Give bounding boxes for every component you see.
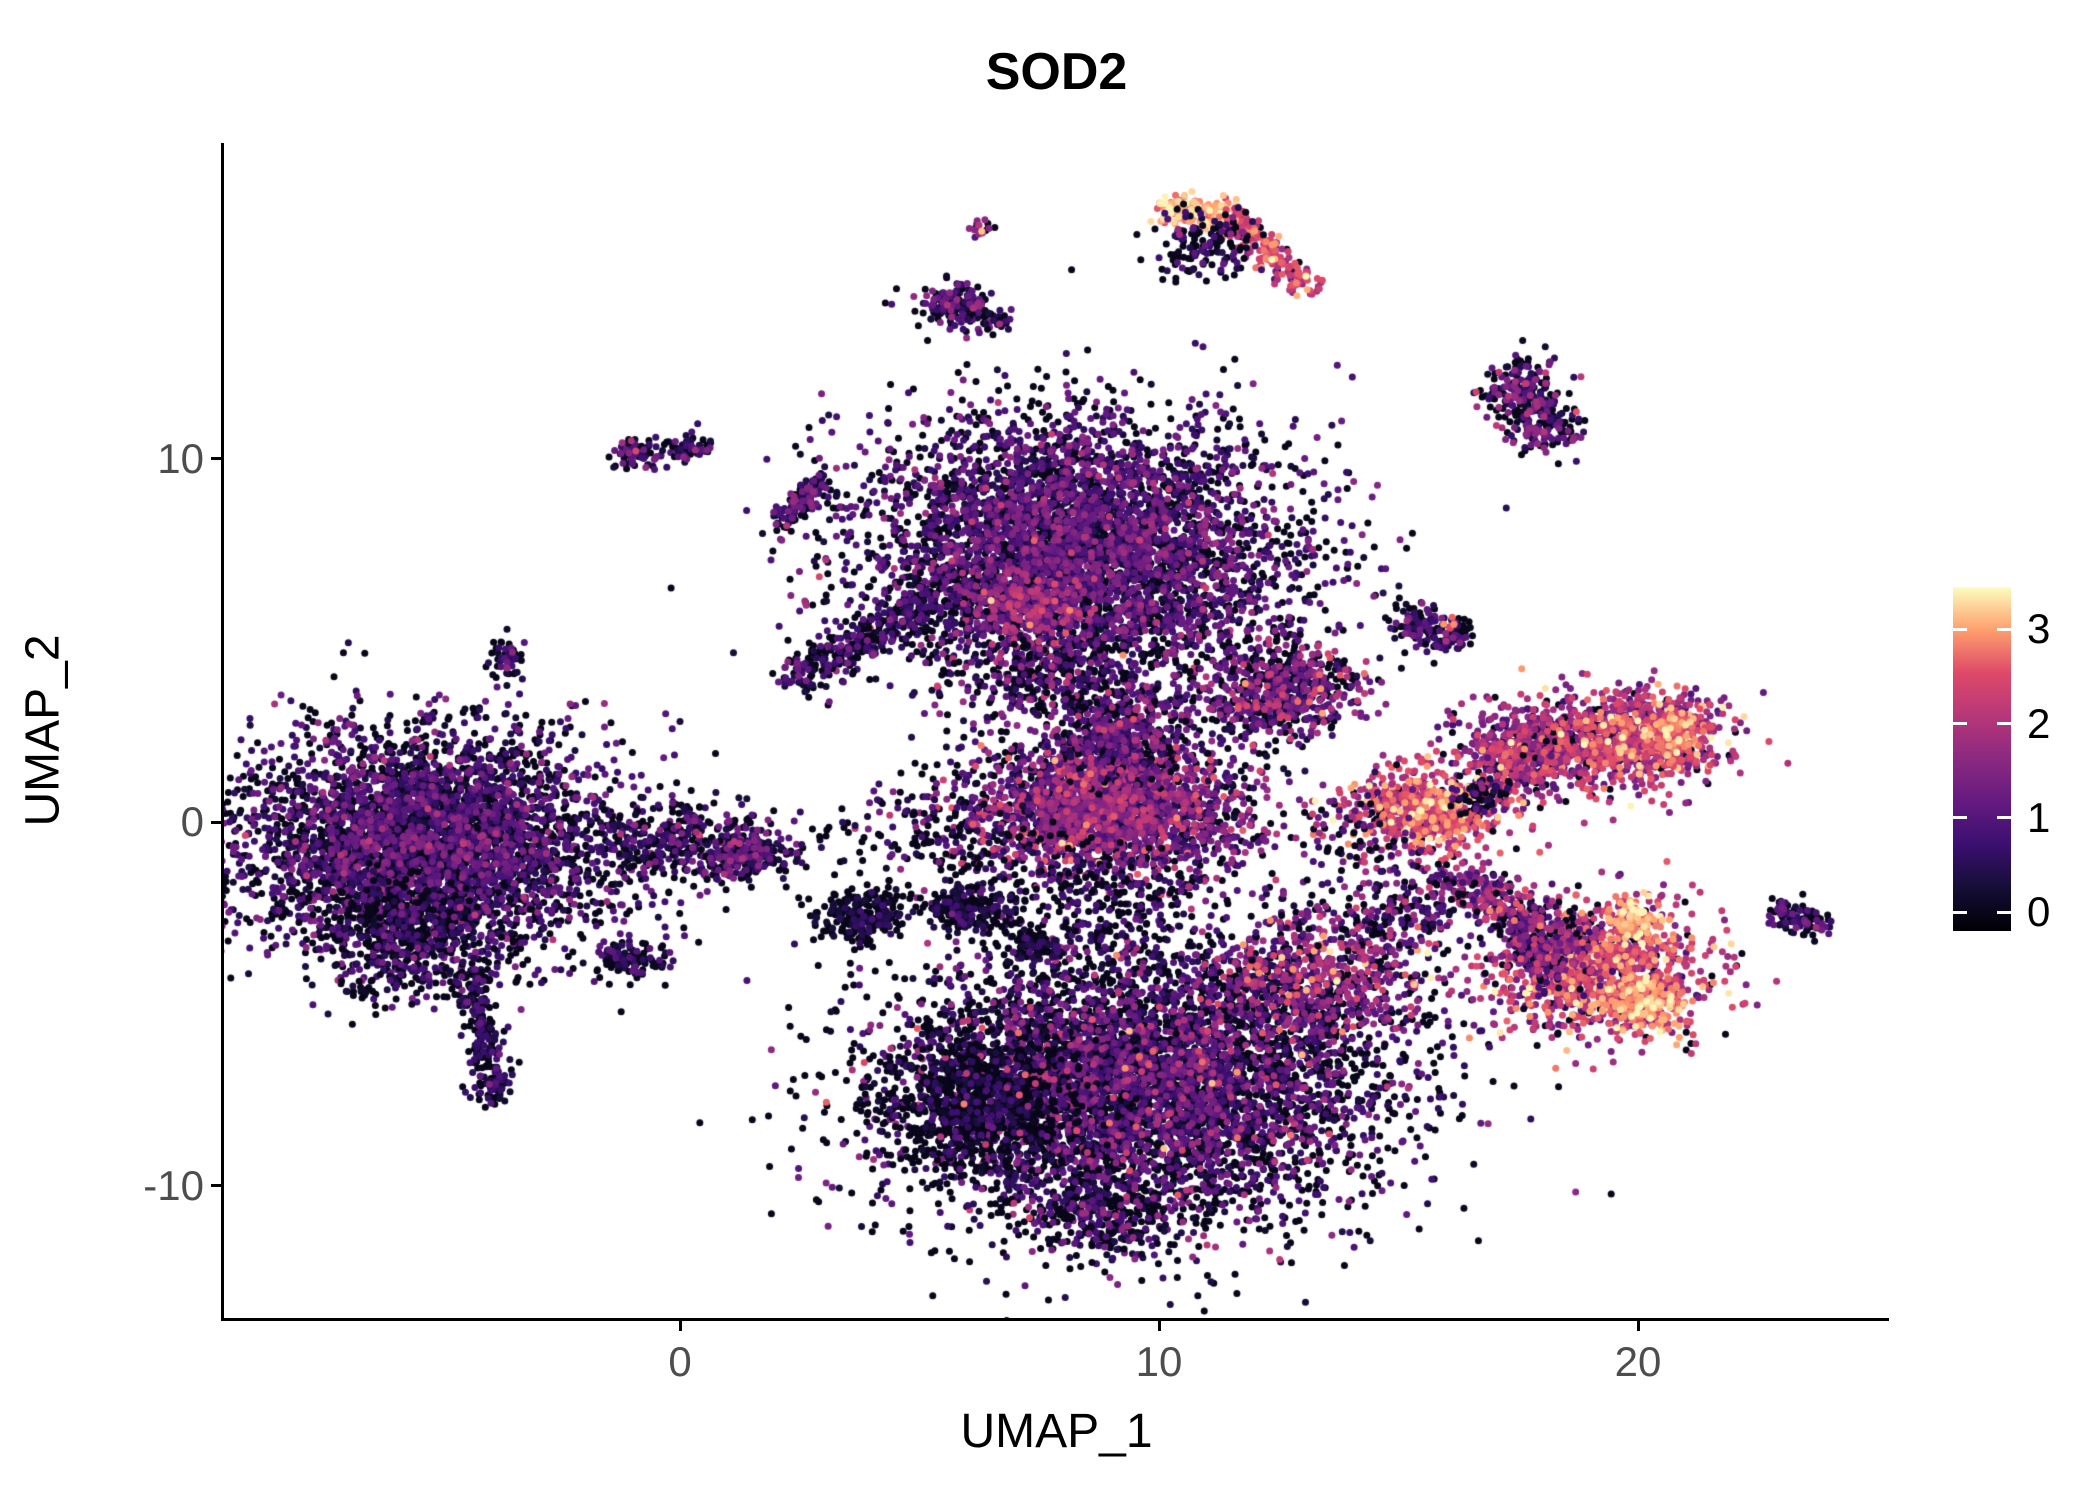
colorbar-tick-mark bbox=[1953, 627, 1967, 631]
colorbar-tick-mark bbox=[1997, 910, 2011, 914]
x-axis-line bbox=[221, 1318, 1889, 1321]
y-tick-label: 10 bbox=[157, 434, 204, 482]
y-axis-title-text: UMAP_2 bbox=[16, 634, 70, 827]
colorbar-tick-label: 1 bbox=[2027, 793, 2051, 841]
y-tick-mark bbox=[211, 457, 221, 461]
scatter-canvas bbox=[224, 143, 1889, 1318]
x-axis-title: UMAP_1 bbox=[960, 1405, 1153, 1458]
plot-area bbox=[224, 143, 1889, 1318]
y-tick-label: 0 bbox=[180, 798, 204, 846]
x-tick-label: 20 bbox=[1614, 1338, 1662, 1385]
colorbar-tick-mark bbox=[1997, 722, 2011, 726]
x-tick-mark bbox=[1636, 1321, 1640, 1331]
x-tick-mark bbox=[678, 1321, 682, 1331]
colorbar-tick-mark bbox=[1953, 816, 1967, 820]
y-tick-mark bbox=[211, 820, 221, 824]
x-tick-label: 0 bbox=[668, 1338, 692, 1385]
y-tick-mark bbox=[211, 1184, 221, 1188]
colorbar-tick-label: 2 bbox=[2027, 699, 2051, 747]
colorbar-tick-label: 3 bbox=[2027, 605, 2051, 653]
chart-title: SOD2 bbox=[985, 43, 1128, 101]
colorbar-gradient bbox=[1953, 587, 2011, 931]
colorbar-tick-mark bbox=[1997, 627, 2011, 631]
colorbar-tick-mark bbox=[1997, 816, 2011, 820]
y-tick-label: -10 bbox=[143, 1161, 204, 1209]
x-tick-mark bbox=[1157, 1321, 1161, 1331]
colorbar-tick-mark bbox=[1953, 722, 1967, 726]
y-axis-title: UMAP_2 bbox=[8, 143, 78, 1318]
y-axis-line bbox=[221, 143, 224, 1321]
x-tick-label: 10 bbox=[1135, 1338, 1183, 1385]
colorbar-tick-mark bbox=[1953, 910, 1967, 914]
colorbar-tick-label: 0 bbox=[2027, 888, 2051, 936]
